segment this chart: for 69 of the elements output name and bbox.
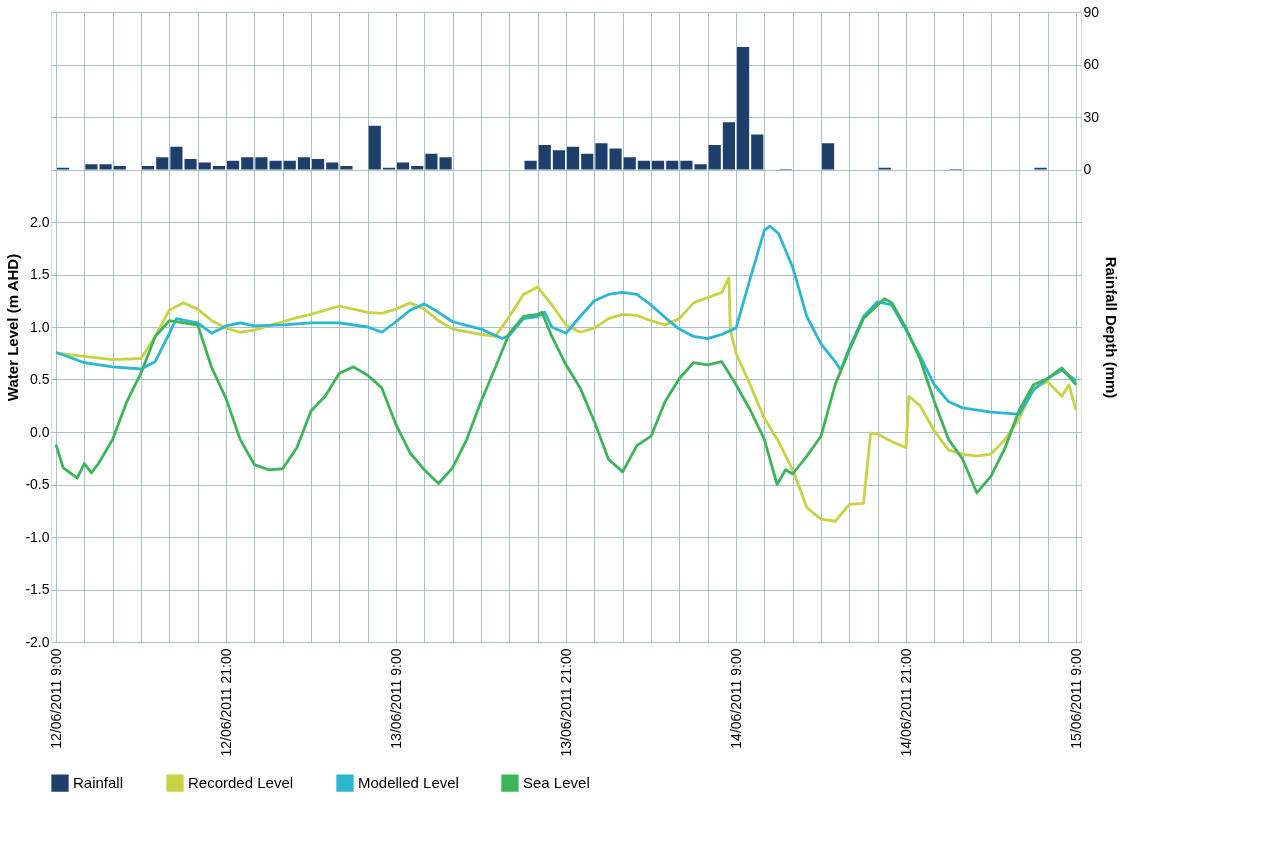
y-tick-label: 2.0 (30, 213, 50, 230)
bar (85, 164, 98, 170)
bar (637, 160, 650, 170)
y2-tick-label: 30 (1083, 108, 1100, 125)
y2-tick-label: 90 (1083, 3, 1100, 20)
bar (397, 162, 410, 170)
bar (666, 160, 679, 170)
bar (340, 166, 353, 170)
legend-label: Modelled Level (358, 774, 459, 792)
x-tick-label: 13/06/2011 9:00 (387, 648, 404, 749)
bar (652, 160, 665, 170)
bar (567, 146, 580, 170)
bar (156, 157, 169, 170)
x-tick-label: 12/06/2011 9:00 (47, 648, 64, 749)
bar (822, 143, 835, 170)
bar (184, 159, 197, 170)
bar (142, 166, 155, 170)
y-tick-label: 0.0 (30, 423, 50, 440)
legend-label: Rainfall (73, 774, 124, 792)
bar (113, 166, 126, 170)
bar (680, 160, 693, 170)
y-tick-label: 1.5 (30, 266, 50, 282)
y-tick-label: -1.5 (25, 581, 50, 597)
x-tick-label: 13/06/2011 21:00 (557, 648, 574, 757)
bar (708, 145, 721, 170)
y2-axis-title: Rainfall Depth (mm) (1103, 256, 1121, 399)
line-series (54, 276, 1078, 523)
y2-tick-label: 0 (1083, 161, 1092, 177)
bar (751, 134, 764, 170)
legend-label: Sea Level (523, 774, 590, 792)
y-axis-title: Water Level (m AHD) (4, 253, 22, 402)
bar (269, 160, 282, 170)
y-tick-label: 1.0 (30, 318, 50, 335)
bar (552, 150, 565, 170)
x-tick-label: 15/06/2011 9:00 (1067, 648, 1084, 749)
bar (595, 143, 608, 170)
bar (255, 157, 268, 170)
bar (326, 162, 339, 170)
bar (411, 166, 424, 170)
bar (368, 125, 381, 170)
y-tick-label: 0.5 (30, 371, 50, 387)
y2-tick-label: 60 (1083, 56, 1100, 72)
y-tick-label: -2.0 (25, 633, 50, 650)
bar (439, 157, 452, 170)
y-tick-label: -1.0 (25, 528, 50, 545)
bar (99, 164, 112, 170)
x-tick-label: 14/06/2011 9:00 (727, 648, 744, 749)
bar (524, 160, 537, 170)
bar (425, 153, 438, 170)
bar (312, 159, 325, 170)
bar (694, 164, 707, 170)
bar (297, 157, 310, 170)
bar (538, 145, 551, 170)
bar (722, 122, 735, 170)
x-tick-label: 14/06/2011 21:00 (897, 648, 914, 757)
bar (198, 162, 211, 170)
bar (581, 153, 594, 170)
legend-label: Recorded Level (188, 774, 294, 792)
bar (623, 157, 636, 170)
bar (283, 160, 296, 170)
y-tick-label: -0.5 (25, 476, 50, 492)
bar (170, 146, 183, 170)
bar (241, 157, 254, 170)
bar (737, 47, 750, 170)
line-series (54, 297, 1078, 495)
bar (609, 148, 622, 170)
bar (212, 166, 225, 170)
bar (227, 160, 240, 170)
x-tick-label: 12/06/2011 21:00 (217, 648, 234, 757)
